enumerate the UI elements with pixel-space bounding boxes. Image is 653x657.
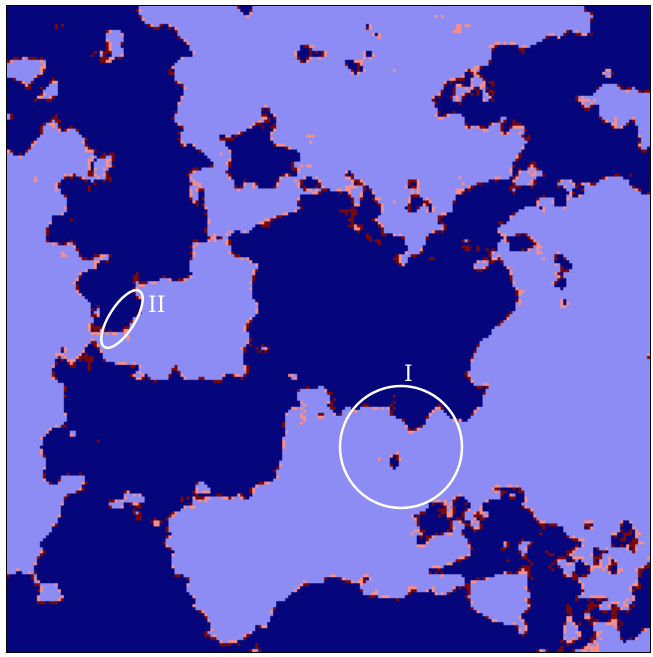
region-i-circle	[338, 384, 464, 510]
region-ii-label: II	[148, 293, 165, 318]
annotation-layer: I II	[100, 288, 464, 510]
region-ii-ellipse	[100, 288, 144, 350]
lattice-map	[7, 6, 650, 652]
simulation-snapshot: I II	[6, 5, 651, 653]
region-i-label: I	[404, 362, 413, 387]
